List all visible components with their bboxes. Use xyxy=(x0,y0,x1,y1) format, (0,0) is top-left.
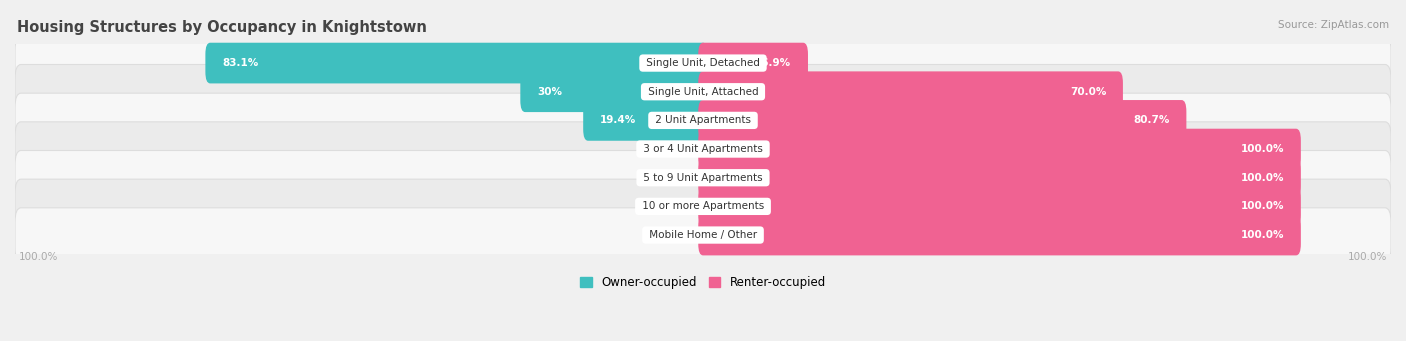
Text: 83.1%: 83.1% xyxy=(222,58,259,68)
Text: Single Unit, Attached: Single Unit, Attached xyxy=(644,87,762,97)
Text: Source: ZipAtlas.com: Source: ZipAtlas.com xyxy=(1278,20,1389,30)
FancyBboxPatch shape xyxy=(699,43,808,84)
Text: 3 or 4 Unit Apartments: 3 or 4 Unit Apartments xyxy=(640,144,766,154)
Text: Mobile Home / Other: Mobile Home / Other xyxy=(645,230,761,240)
FancyBboxPatch shape xyxy=(15,179,1391,234)
FancyBboxPatch shape xyxy=(15,36,1391,90)
Text: 16.9%: 16.9% xyxy=(755,58,792,68)
FancyBboxPatch shape xyxy=(205,43,707,84)
FancyBboxPatch shape xyxy=(699,100,1187,141)
FancyBboxPatch shape xyxy=(699,215,1301,255)
Text: 10 or more Apartments: 10 or more Apartments xyxy=(638,202,768,211)
Text: 100.0%: 100.0% xyxy=(1240,230,1284,240)
Legend: Owner-occupied, Renter-occupied: Owner-occupied, Renter-occupied xyxy=(575,271,831,294)
FancyBboxPatch shape xyxy=(15,64,1391,119)
FancyBboxPatch shape xyxy=(699,157,1301,198)
FancyBboxPatch shape xyxy=(15,150,1391,205)
Text: 0.0%: 0.0% xyxy=(671,173,697,183)
FancyBboxPatch shape xyxy=(583,100,707,141)
FancyBboxPatch shape xyxy=(520,71,707,112)
FancyBboxPatch shape xyxy=(15,122,1391,176)
FancyBboxPatch shape xyxy=(15,93,1391,148)
Text: 19.4%: 19.4% xyxy=(600,115,636,125)
Text: Housing Structures by Occupancy in Knightstown: Housing Structures by Occupancy in Knigh… xyxy=(17,20,427,35)
Text: 0.0%: 0.0% xyxy=(671,202,697,211)
FancyBboxPatch shape xyxy=(15,208,1391,262)
FancyBboxPatch shape xyxy=(699,71,1123,112)
Text: 5 to 9 Unit Apartments: 5 to 9 Unit Apartments xyxy=(640,173,766,183)
Text: 100.0%: 100.0% xyxy=(1348,252,1388,262)
Text: 2 Unit Apartments: 2 Unit Apartments xyxy=(652,115,754,125)
Text: 0.0%: 0.0% xyxy=(671,144,697,154)
Text: Single Unit, Detached: Single Unit, Detached xyxy=(643,58,763,68)
Text: 100.0%: 100.0% xyxy=(1240,173,1284,183)
Text: 100.0%: 100.0% xyxy=(18,252,58,262)
Text: 100.0%: 100.0% xyxy=(1240,202,1284,211)
Text: 80.7%: 80.7% xyxy=(1133,115,1170,125)
Text: 100.0%: 100.0% xyxy=(1240,144,1284,154)
FancyBboxPatch shape xyxy=(699,129,1301,169)
Text: 0.0%: 0.0% xyxy=(671,230,697,240)
Text: 70.0%: 70.0% xyxy=(1070,87,1107,97)
FancyBboxPatch shape xyxy=(699,186,1301,227)
Text: 30%: 30% xyxy=(537,87,562,97)
